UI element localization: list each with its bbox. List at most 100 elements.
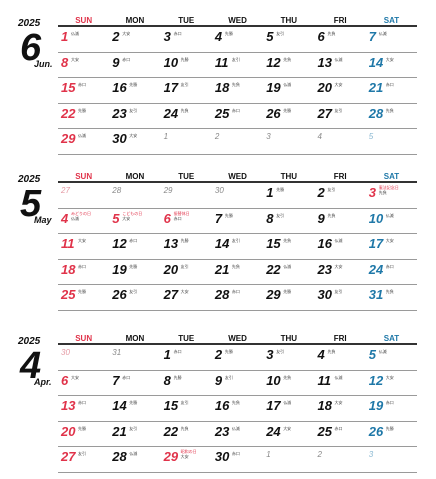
weekday-header: FRI xyxy=(333,334,347,343)
day-cell: 23 仏滅 xyxy=(212,422,263,444)
day-cell: 12 大安 xyxy=(366,371,417,393)
day-cell: 3 xyxy=(366,447,417,469)
rokuyo-label: 先勝 xyxy=(180,56,189,62)
day-number: 31 xyxy=(368,287,384,302)
day-number: 2 xyxy=(317,185,325,200)
day-number: 7 xyxy=(214,210,223,226)
rokuyo-label: 先負 xyxy=(327,212,336,218)
day-cell: 2 xyxy=(212,129,263,151)
day-cell: 20 先勝 xyxy=(58,422,109,444)
day-cell: 21 赤口 xyxy=(366,78,417,100)
rokuyo-label: 先負 xyxy=(283,56,292,62)
rokuyo-label: 赤口 xyxy=(334,425,343,431)
month-number: 5 xyxy=(20,183,42,225)
rokuyo-label: 先負 xyxy=(180,425,189,431)
rokuyo-label: 先勝 xyxy=(129,400,138,405)
day-number: 15 xyxy=(266,236,281,251)
row-divider xyxy=(58,258,417,260)
day-number: 19 xyxy=(368,398,384,413)
day-cell: 12 先負 xyxy=(263,53,314,75)
day-number: 5 xyxy=(266,29,274,44)
day-number: 8 xyxy=(163,372,171,388)
day-cell: 1 xyxy=(263,447,314,469)
rokuyo-label: 大安 xyxy=(334,263,343,269)
day-cell: 28 xyxy=(109,183,160,205)
day-cell: 3 憲法記念日 先負 xyxy=(366,183,417,205)
day-cell: 13 先勝 xyxy=(161,234,212,256)
day-cell: 28 仏滅 xyxy=(109,447,160,469)
day-number: 17 xyxy=(368,236,384,251)
day-number: 17 xyxy=(266,398,281,413)
day-cell: 4 先負 xyxy=(315,345,366,367)
day-number: 2 xyxy=(214,132,220,141)
day-cell: 1 先勝 xyxy=(263,183,314,205)
day-number: 19 xyxy=(266,80,281,95)
day-number: 16 xyxy=(112,80,127,95)
row-divider xyxy=(58,153,417,155)
day-number: 21 xyxy=(214,261,230,277)
day-number: 29 xyxy=(163,449,179,464)
day-number: 26 xyxy=(266,105,281,121)
rokuyo-label: 大安 xyxy=(283,425,292,431)
rokuyo-label: 大安 xyxy=(334,82,343,87)
day-number: 3 xyxy=(266,347,274,362)
weekday-header: FRI xyxy=(333,16,347,25)
day-number: 30 xyxy=(317,287,332,302)
weekday-header: TUE xyxy=(178,172,195,181)
header-divider xyxy=(58,343,417,345)
day-number: 27 xyxy=(317,105,332,121)
rokuyo-label: 大安 xyxy=(71,56,79,62)
day-number: 6 xyxy=(163,210,171,226)
day-number: 15 xyxy=(61,80,76,95)
day-cell: 31 先負 xyxy=(366,285,417,307)
rokuyo-label: 友引 xyxy=(327,187,336,192)
day-cell: 6 先負 xyxy=(315,27,366,49)
day-cell: 15 赤口 xyxy=(58,78,109,100)
rokuyo-label: 仏滅 xyxy=(378,31,387,36)
year-label: 2025 xyxy=(18,336,41,347)
day-number: 14 xyxy=(214,236,230,251)
day-number: 15 xyxy=(163,398,179,413)
day-number: 18 xyxy=(214,80,230,95)
rokuyo-label: 先負 xyxy=(385,107,394,113)
day-number: 7 xyxy=(368,29,377,44)
day-cell: 11 大安 xyxy=(58,234,109,256)
rokuyo-label: 赤口 xyxy=(173,349,182,354)
day-cell: 30 xyxy=(212,183,263,205)
rokuyo-label: 赤口 xyxy=(129,238,138,243)
weekday-header: THU xyxy=(280,172,298,181)
rokuyo-label: 大安 xyxy=(180,454,189,459)
day-cell: 2 大安 xyxy=(109,27,160,49)
day-cell: 28 赤口 xyxy=(212,285,263,307)
day-cell: 18 赤口 xyxy=(58,260,109,282)
day-number: 29 xyxy=(266,287,281,302)
day-number: 26 xyxy=(112,287,127,302)
day-number: 30 xyxy=(112,131,127,146)
day-number: 5 xyxy=(112,210,120,226)
rokuyo-label: 仏滅 xyxy=(334,56,343,62)
day-cell: 8 大安 xyxy=(58,53,109,75)
weekday-header: THU xyxy=(280,16,298,25)
day-number: 30 xyxy=(61,348,70,357)
rokuyo-label: 大安 xyxy=(122,31,131,36)
day-cell: 29 xyxy=(161,183,212,205)
day-number: 23 xyxy=(214,423,230,439)
rokuyo-label: 仏滅 xyxy=(71,215,79,221)
holiday-name: 振替休日 xyxy=(173,210,190,216)
day-number: 18 xyxy=(317,398,332,413)
day-cell: 18 大安 xyxy=(315,396,366,418)
day-cell: 25 赤口 xyxy=(315,422,366,444)
day-cell: 19 赤口 xyxy=(366,396,417,418)
rokuyo-label: 先勝 xyxy=(129,82,138,87)
day-cell: 4 みどりの日 仏滅 xyxy=(58,209,109,231)
day-number: 27 xyxy=(61,449,76,464)
rokuyo-label: 先負 xyxy=(231,263,240,269)
day-cell: 27 xyxy=(58,183,109,205)
rokuyo-label: 大安 xyxy=(129,133,138,138)
rokuyo-label: 友引 xyxy=(180,400,189,405)
day-number: 29 xyxy=(163,186,173,195)
day-cell: 7 赤口 xyxy=(109,371,160,393)
day-cell: 25 先勝 xyxy=(58,285,109,307)
rokuyo-label: 赤口 xyxy=(385,263,394,269)
holiday-name: 憲法記念日 xyxy=(378,185,399,190)
